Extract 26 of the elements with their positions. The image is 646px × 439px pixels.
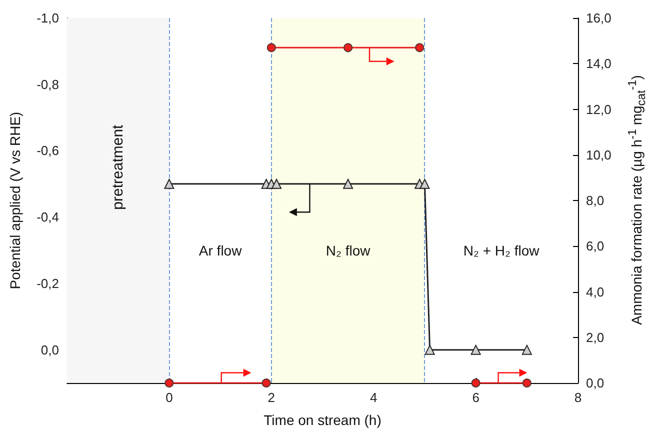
x-tick-label: 6 <box>472 390 480 405</box>
y-tick-label: -0,6 <box>36 143 59 158</box>
annotation: N₂ flow <box>326 242 372 258</box>
x-tick-label: 2 <box>268 390 276 405</box>
y-axis-title: Potential applied (V vs RHE) <box>7 112 23 290</box>
y2-tick-label: 14,0 <box>586 56 612 72</box>
annotation: Ar flow <box>198 242 243 258</box>
y-tick-label: -1,0 <box>36 10 59 26</box>
y2-tick-label: 6,0 <box>586 238 604 254</box>
x-axis-title: Time on stream (h) <box>264 412 382 428</box>
x-tick-label: 4 <box>370 390 378 405</box>
band-label: pretreatment <box>110 124 127 210</box>
y2-tick-label: 10,0 <box>586 147 612 162</box>
x-tick-label: 0 <box>166 390 173 405</box>
y2-tick-label: 12,0 <box>586 102 612 117</box>
annotation: N₂ + H₂ flow <box>463 242 540 258</box>
y2-tick-label: 4,0 <box>586 284 604 300</box>
y2-tick-label: 8,0 <box>586 193 604 208</box>
y2-tick-label: 0,0 <box>586 376 604 390</box>
x-tick-label: 8 <box>574 390 582 405</box>
y-tick-label: -0,4 <box>36 210 59 225</box>
y-tick-label: 0,0 <box>40 342 59 358</box>
y-tick-label: -0,2 <box>36 276 59 291</box>
y-tick-label: -0,8 <box>36 76 59 92</box>
y2-tick-label: 16,0 <box>586 10 612 26</box>
y2-tick-label: 2,0 <box>586 330 604 345</box>
